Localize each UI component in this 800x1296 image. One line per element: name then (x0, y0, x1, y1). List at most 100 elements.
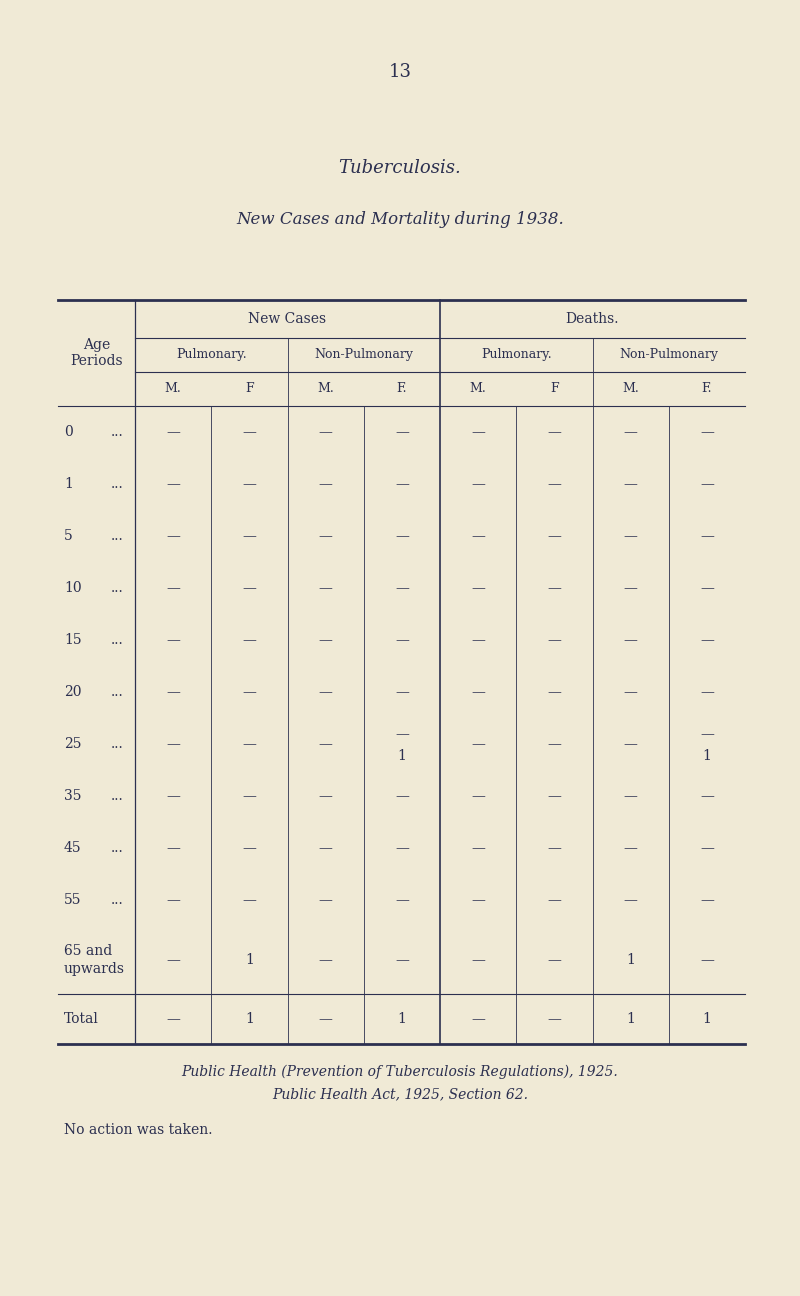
Text: —: — (318, 737, 333, 750)
Text: —: — (547, 529, 562, 543)
Text: ...: ... (110, 789, 123, 804)
Text: —: — (547, 893, 562, 907)
Text: 0: 0 (64, 425, 73, 439)
Text: —: — (547, 686, 562, 699)
Text: ...: ... (110, 425, 123, 439)
Text: —: — (624, 841, 638, 855)
Text: —: — (395, 841, 409, 855)
Text: —: — (547, 1012, 562, 1026)
Text: 1: 1 (398, 749, 406, 763)
Text: —: — (318, 632, 333, 647)
Text: 15: 15 (64, 632, 82, 647)
Text: —: — (395, 953, 409, 967)
Text: —: — (395, 425, 409, 439)
Text: 20: 20 (64, 686, 82, 699)
Text: —: — (471, 789, 485, 804)
Text: Pulmonary.: Pulmonary. (481, 349, 551, 362)
Text: —: — (700, 953, 714, 967)
Text: —: — (242, 841, 256, 855)
Text: —: — (700, 581, 714, 595)
Text: —: — (166, 632, 180, 647)
Text: —: — (242, 789, 256, 804)
Text: Non-Pulmonary: Non-Pulmonary (314, 349, 414, 362)
Text: Non-Pulmonary: Non-Pulmonary (619, 349, 718, 362)
Text: —: — (700, 841, 714, 855)
Text: 35: 35 (64, 789, 82, 804)
Text: —: — (395, 789, 409, 804)
Text: 1: 1 (626, 1012, 635, 1026)
Text: 1: 1 (702, 1012, 711, 1026)
Text: 65 and: 65 and (64, 943, 112, 958)
Text: F: F (550, 382, 558, 395)
Text: —: — (242, 632, 256, 647)
Text: —: — (471, 737, 485, 750)
Text: No action was taken.: No action was taken. (64, 1124, 213, 1137)
Text: —: — (318, 841, 333, 855)
Text: —: — (624, 581, 638, 595)
Text: —: — (318, 581, 333, 595)
Text: —: — (547, 789, 562, 804)
Text: —: — (547, 477, 562, 491)
Text: ...: ... (110, 893, 123, 907)
Text: —: — (547, 841, 562, 855)
Text: —: — (700, 425, 714, 439)
Text: —: — (318, 1012, 333, 1026)
Text: ...: ... (110, 581, 123, 595)
Text: —: — (166, 581, 180, 595)
Text: —: — (318, 953, 333, 967)
Text: Pulmonary.: Pulmonary. (176, 349, 246, 362)
Text: —: — (318, 425, 333, 439)
Text: —: — (166, 841, 180, 855)
Text: —: — (471, 477, 485, 491)
Text: M.: M. (318, 382, 334, 395)
Text: Periods: Periods (70, 354, 123, 368)
Text: —: — (318, 529, 333, 543)
Text: —: — (166, 1012, 180, 1026)
Text: 25: 25 (64, 737, 82, 750)
Text: F: F (245, 382, 254, 395)
Text: F.: F. (702, 382, 712, 395)
Text: —: — (700, 727, 714, 741)
Text: M.: M. (470, 382, 486, 395)
Text: M.: M. (622, 382, 639, 395)
Text: 1: 1 (626, 953, 635, 967)
Text: —: — (395, 632, 409, 647)
Text: —: — (166, 529, 180, 543)
Text: —: — (547, 737, 562, 750)
Text: —: — (700, 789, 714, 804)
Text: 45: 45 (64, 841, 82, 855)
Text: —: — (471, 841, 485, 855)
Text: —: — (624, 477, 638, 491)
Text: —: — (166, 953, 180, 967)
Text: F.: F. (397, 382, 407, 395)
Text: —: — (624, 789, 638, 804)
Text: —: — (700, 632, 714, 647)
Text: —: — (624, 529, 638, 543)
Text: —: — (471, 953, 485, 967)
Text: —: — (471, 632, 485, 647)
Text: —: — (395, 686, 409, 699)
Text: 1: 1 (245, 953, 254, 967)
Text: —: — (242, 529, 256, 543)
Text: —: — (700, 529, 714, 543)
Text: ...: ... (110, 737, 123, 750)
Text: —: — (624, 686, 638, 699)
Text: 1: 1 (64, 477, 73, 491)
Text: —: — (242, 686, 256, 699)
Text: —: — (700, 686, 714, 699)
Text: —: — (166, 477, 180, 491)
Text: upwards: upwards (64, 962, 125, 976)
Text: —: — (242, 477, 256, 491)
Text: ...: ... (110, 529, 123, 543)
Text: Public Health Act, 1925, Section 62.: Public Health Act, 1925, Section 62. (272, 1087, 528, 1102)
Text: —: — (242, 737, 256, 750)
Text: —: — (166, 425, 180, 439)
Text: 10: 10 (64, 581, 82, 595)
Text: —: — (318, 893, 333, 907)
Text: —: — (471, 581, 485, 595)
Text: —: — (242, 581, 256, 595)
Text: New Cases and Mortality during 1938.: New Cases and Mortality during 1938. (236, 211, 564, 228)
Text: —: — (395, 581, 409, 595)
Text: ...: ... (110, 632, 123, 647)
Text: 5: 5 (64, 529, 73, 543)
